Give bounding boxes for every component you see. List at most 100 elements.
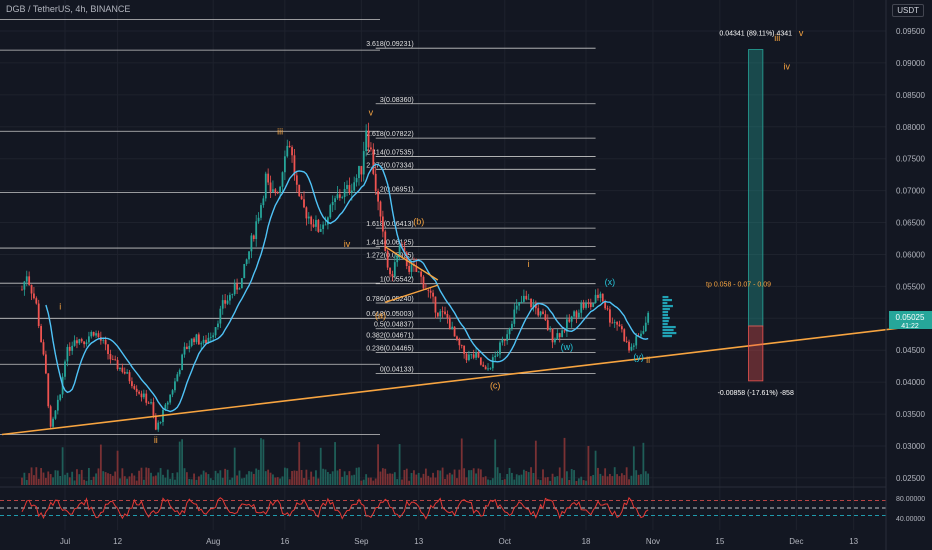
candle-body [604, 301, 607, 309]
wave-label: ii [154, 435, 158, 445]
oscillator-tick: 40.00000 [896, 516, 925, 523]
candle-body [138, 391, 140, 394]
candle-body [546, 320, 549, 330]
volume-bar [327, 472, 329, 485]
candle-body [47, 373, 50, 407]
volume-bar [52, 477, 54, 485]
candle-body [248, 251, 250, 260]
price-tick: 0.02500 [896, 474, 925, 483]
candle-body [336, 194, 339, 199]
candle-body [200, 343, 203, 345]
candle-body [293, 155, 296, 176]
volume-bar [114, 471, 117, 485]
candle-body [432, 292, 434, 297]
oscillator-tick: 80.00000 [896, 496, 925, 503]
candle-body [465, 353, 468, 361]
candle-body [422, 276, 425, 289]
volume-bar [293, 470, 296, 485]
fib-level-label: 0.382(0.04671) [366, 332, 413, 339]
time-tick: Jul [60, 537, 70, 546]
volume-bar [424, 468, 427, 485]
volume-bar [405, 468, 408, 485]
candle-body [477, 352, 480, 358]
candle-body [491, 357, 494, 369]
volume-bar [25, 479, 28, 485]
volume-bar [33, 475, 35, 485]
candle-body [307, 216, 310, 219]
volume-bar [525, 470, 528, 485]
candle-body [534, 304, 537, 309]
symbol-header[interactable]: DGB / TetherUS, 4h, BINANCE [6, 4, 131, 14]
candle-body [44, 354, 47, 374]
volume-bar [566, 471, 568, 485]
candle-body [226, 300, 229, 304]
candle-body [42, 342, 45, 355]
candle-body [30, 284, 33, 294]
candle-body [628, 341, 630, 351]
candle-body [484, 366, 487, 370]
volume-bar [436, 470, 439, 485]
volume-bar [606, 476, 609, 485]
fib-level-label: 3(0.08360) [380, 97, 414, 104]
time-axis[interactable]: Jul 12 Aug 16 Sep 13 Oct 18 Nov 15 Dec 13 [60, 537, 859, 546]
candle-body [128, 372, 131, 382]
stop-zone [748, 325, 764, 382]
volume-bar [386, 473, 389, 485]
price-tick: 0.08000 [896, 123, 925, 132]
candle-body [164, 404, 167, 410]
candle-body [260, 205, 262, 218]
candle-body [592, 303, 595, 308]
volume-bar [580, 476, 583, 485]
price-tick: 0.04500 [896, 346, 925, 355]
volume-bar [532, 472, 535, 485]
candle-body [625, 341, 628, 343]
volume-bar [121, 468, 124, 485]
candle-body [451, 326, 454, 330]
volume-bar [451, 474, 454, 485]
volume-bar [429, 477, 432, 485]
candle-body [135, 388, 138, 392]
price-tick: 0.06500 [896, 219, 925, 228]
volume-bar [107, 473, 109, 485]
candle-body [506, 334, 509, 341]
volume-bar [243, 477, 246, 485]
profile-bar [662, 319, 669, 323]
wave-label: (y) [633, 352, 644, 362]
volume-bar [260, 438, 262, 485]
volume-bar [56, 470, 59, 485]
candle-body [503, 339, 506, 341]
volume-bar [97, 468, 100, 485]
volume-bar [71, 471, 74, 485]
candle-body [456, 336, 458, 340]
volume-bar [193, 473, 195, 485]
candle-body [499, 342, 501, 355]
volume-bar [544, 477, 547, 485]
candle-body [393, 262, 396, 277]
fib-level-label: 1.414(0.06125) [366, 239, 413, 246]
candle-body [73, 340, 76, 346]
candle-body [102, 339, 105, 341]
currency-badge[interactable]: USDT [892, 4, 924, 17]
volume-bar [209, 478, 212, 485]
candle-body [415, 265, 418, 272]
volume-bar [611, 476, 614, 485]
volume-bar [214, 470, 217, 485]
volume-bar [166, 469, 169, 485]
profile-bar [662, 316, 670, 320]
volume-bar [556, 476, 559, 485]
candle-body [350, 190, 353, 193]
volume-bar [546, 477, 549, 485]
volume-bar [315, 470, 317, 485]
candle-body [458, 339, 461, 346]
volume-bar [355, 467, 358, 485]
volume-bar [78, 474, 81, 485]
fib-level-label: 1(0.05542) [380, 277, 414, 284]
price-tick: 0.07000 [896, 187, 925, 196]
volume-bar [446, 474, 449, 485]
fib-extension: 3.618(0.09231) 3(0.08360) 2.618(0.07822) 2.… [366, 41, 596, 375]
candle-body [329, 205, 332, 218]
volume-bar [291, 471, 293, 485]
volume-bar [226, 469, 229, 485]
volume-bar [561, 478, 564, 485]
